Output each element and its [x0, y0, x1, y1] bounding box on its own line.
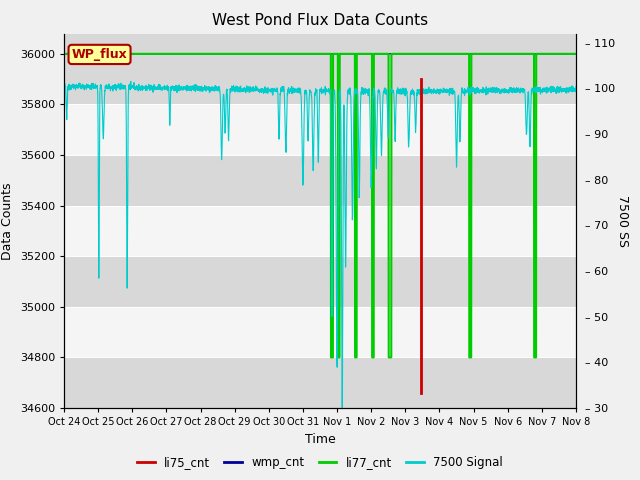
Y-axis label: 7500 SS: 7500 SS [616, 195, 629, 247]
X-axis label: Time: Time [305, 432, 335, 445]
Text: WP_flux: WP_flux [72, 48, 127, 61]
Bar [64, 307, 576, 358]
Title: West Pond Flux Data Counts: West Pond Flux Data Counts [212, 13, 428, 28]
Bar [64, 105, 576, 155]
Bar [64, 205, 576, 256]
Legend: li75_cnt, wmp_cnt, li77_cnt, 7500 Signal: li75_cnt, wmp_cnt, li77_cnt, 7500 Signal [132, 452, 508, 474]
Y-axis label: Data Counts: Data Counts [1, 182, 14, 260]
